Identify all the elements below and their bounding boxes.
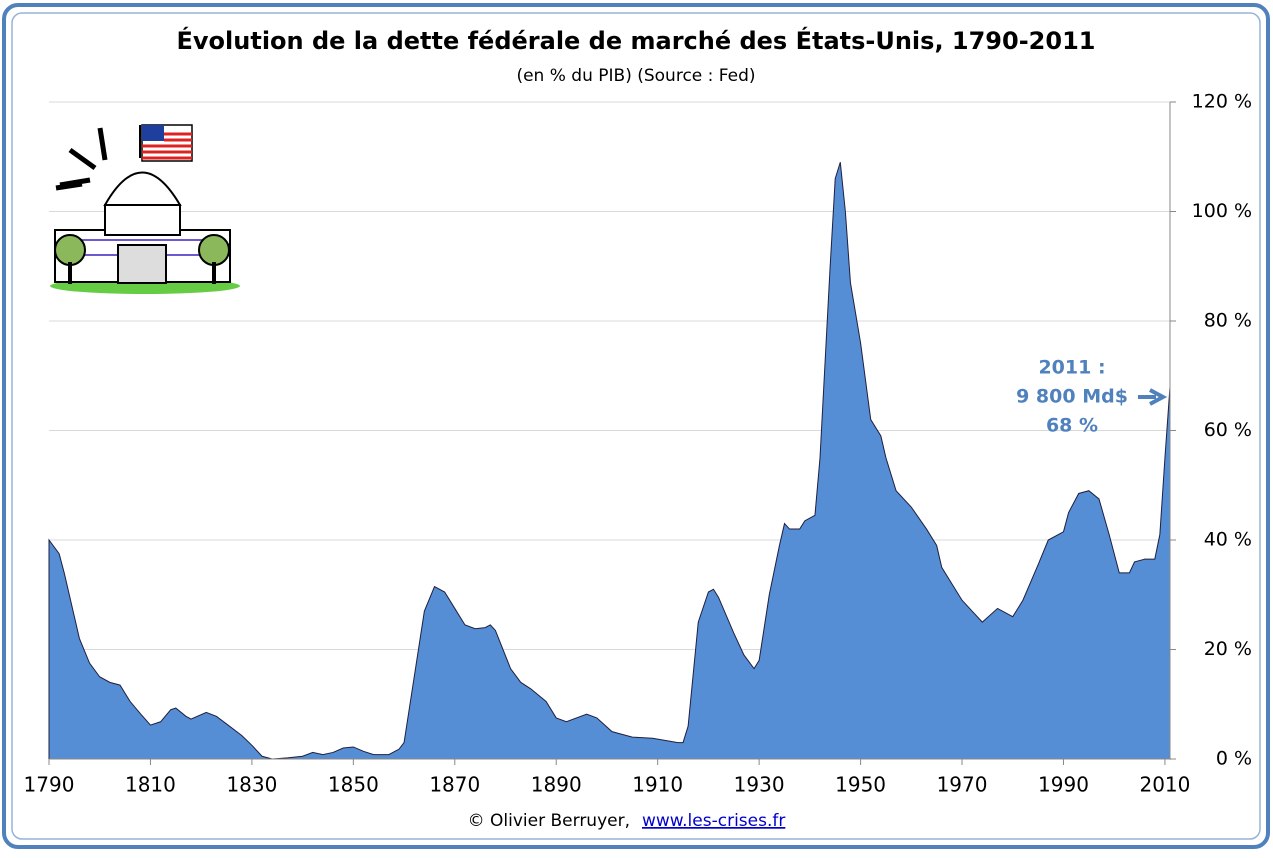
x-tick-label: 1850 <box>328 773 379 797</box>
y-tick-label: 20 % <box>1204 638 1252 660</box>
x-tick-label: 1870 <box>429 773 480 797</box>
annotation: 2011 : <box>1038 357 1105 379</box>
x-tick-label: 1810 <box>125 773 176 797</box>
y-tick-label: 100 % <box>1192 200 1252 222</box>
y-tick-label: 40 % <box>1204 529 1252 551</box>
y-tick-label: 80 % <box>1204 310 1252 332</box>
annotation: 68 % <box>1046 415 1098 437</box>
plot: 0 % 20 % 40 % 60 % 80 % 100 % 120 % 1790 1810 183… <box>24 91 1252 797</box>
x-tick-label: 1930 <box>734 773 785 797</box>
x-tick-label: 2010 <box>1139 773 1190 797</box>
source-link[interactable]: www.les-crises.fr <box>642 811 785 831</box>
frame-inner <box>11 12 1261 840</box>
x-tick-label: 1970 <box>937 773 988 797</box>
x-tick-label: 1910 <box>632 773 683 797</box>
annotation: 9 800 Md$ <box>1016 386 1128 408</box>
x-tick-label: 1790 <box>24 773 75 797</box>
chart-title: Évolution de la dette fédérale de marché… <box>177 26 1096 55</box>
area <box>48 162 1171 760</box>
y-tick-label: 60 % <box>1204 419 1252 441</box>
chart-subtitle: (en % du PIB) (Source : Fed) <box>516 66 755 86</box>
y-tick-label: 0 % <box>1216 748 1252 770</box>
y-tick-label: 120 % <box>1192 91 1252 113</box>
credit: © Olivier Berruyer, <box>468 811 630 831</box>
x-tick-label: 1950 <box>835 773 886 797</box>
annotation-arrow <box>1138 388 1168 406</box>
x-tick-label: 1990 <box>1038 773 1089 797</box>
capitol-clipart <box>50 124 240 294</box>
x-tick-label: 1890 <box>531 773 582 797</box>
x-tick-label: 1830 <box>226 773 277 797</box>
